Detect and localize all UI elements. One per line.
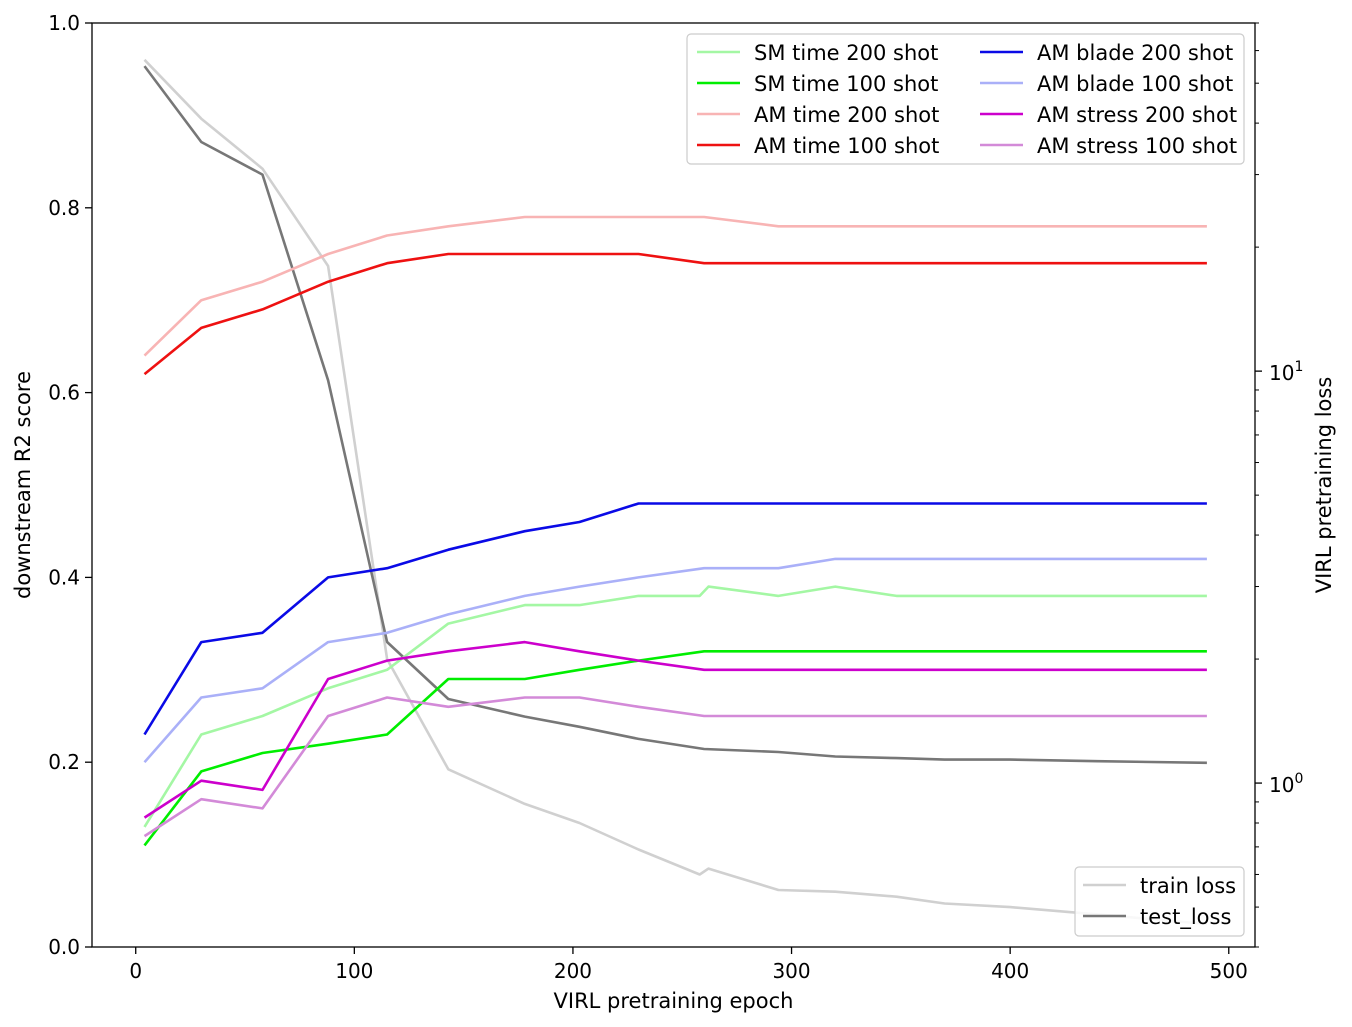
y-tick-label: 0.4 xyxy=(48,565,80,589)
y-tick-label: 0.6 xyxy=(48,381,80,405)
series-line-sm-time-100-shot xyxy=(143,649,1207,847)
x-tick-label: 100 xyxy=(335,959,373,983)
plot-frame xyxy=(91,22,1256,948)
legend-label-am-time-200-shot: AM time 200 shot xyxy=(754,103,939,127)
y-tick-label: 0.0 xyxy=(48,935,80,959)
x-tick-label: 300 xyxy=(772,959,810,983)
x-tick-label: 200 xyxy=(554,959,592,983)
series-line-am-stress-100-shot xyxy=(143,696,1207,838)
x-tick-label: 400 xyxy=(991,959,1029,983)
y-axis-label: downstream R2 score xyxy=(11,371,35,599)
legend-label-am-blade-100-shot: AM blade 100 shot xyxy=(1037,72,1233,96)
legend-label-test-loss: test_loss xyxy=(1140,905,1231,930)
y2-tick-label: 100 xyxy=(1269,771,1303,797)
y-tick-label: 1.0 xyxy=(48,11,80,35)
series-layer xyxy=(143,58,1208,926)
x-tick-label: 500 xyxy=(1210,959,1248,983)
legend-label-sm-time-100-shot: SM time 100 shot xyxy=(754,72,938,96)
x-tick-label: 0 xyxy=(129,959,142,983)
y2-axis-label: VIRL pretraining loss xyxy=(1312,377,1336,594)
x-axis-label: VIRL pretraining epoch xyxy=(554,989,794,1013)
y-tick-label: 0.8 xyxy=(48,196,80,220)
axis-layer: 0 100 200 300 400 500 0.0 0.2 0.4 0.6 0.8 1.0 100 101… xyxy=(11,11,1336,1013)
series-line-am-stress-200-shot xyxy=(143,640,1207,819)
legend-loss: train loss test_loss xyxy=(1074,866,1245,937)
series-line-train-loss xyxy=(143,58,1208,926)
legend-label-am-stress-200-shot: AM stress 200 shot xyxy=(1037,103,1237,127)
y2-tick-label: 101 xyxy=(1269,359,1303,385)
legend-label-sm-time-200-shot: SM time 200 shot xyxy=(754,41,938,65)
y-tick-label: 0.2 xyxy=(48,750,80,774)
series-line-am-time-100-shot xyxy=(143,252,1207,376)
series-line-am-time-200-shot xyxy=(143,215,1207,357)
legend-label-am-blade-200-shot: AM blade 200 shot xyxy=(1037,41,1233,65)
legend-label-am-time-100-shot: AM time 100 shot xyxy=(754,134,939,158)
legend-main-box xyxy=(686,33,1245,165)
series-line-am-blade-200-shot xyxy=(143,502,1207,736)
legend-label-am-stress-100-shot: AM stress 100 shot xyxy=(1037,134,1237,158)
series-line-test-loss xyxy=(143,65,1207,765)
series-line-sm-time-200-shot xyxy=(143,585,1207,828)
series-line-am-blade-100-shot xyxy=(143,557,1207,764)
legend-main: SM time 200 shot SM time 100 shot AM time … xyxy=(686,33,1245,165)
legend-label-train-loss: train loss xyxy=(1140,874,1236,898)
